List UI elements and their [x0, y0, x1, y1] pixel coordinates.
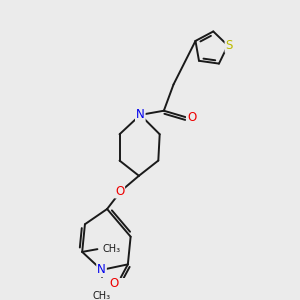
- Text: O: O: [115, 184, 124, 197]
- Text: S: S: [226, 39, 233, 52]
- Text: CH₃: CH₃: [92, 291, 111, 300]
- Text: N: N: [97, 263, 106, 276]
- Text: CH₃: CH₃: [103, 244, 121, 254]
- Text: N: N: [136, 108, 145, 122]
- Text: O: O: [110, 277, 118, 290]
- Text: O: O: [187, 111, 196, 124]
